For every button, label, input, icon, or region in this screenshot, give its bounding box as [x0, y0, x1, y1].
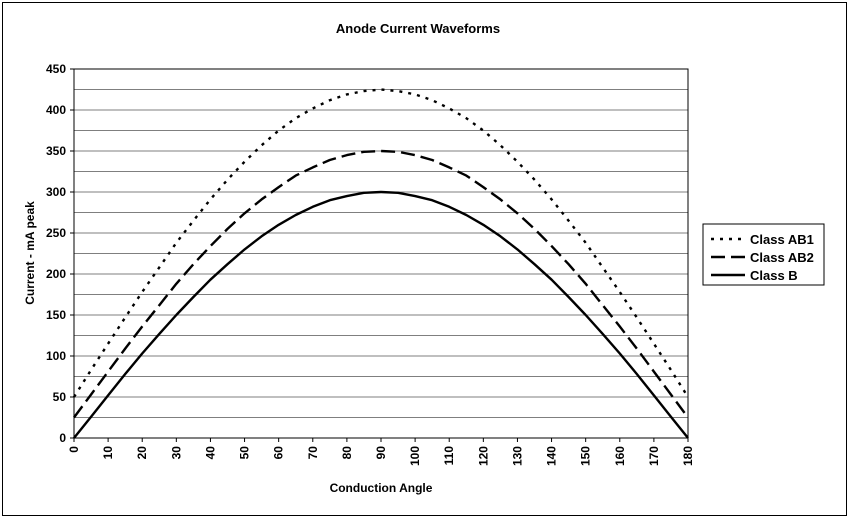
x-tick-label: 60 [272, 446, 286, 460]
chart-title: Anode Current Waveforms [336, 21, 500, 36]
y-tick-label: 0 [59, 431, 66, 445]
y-axis-label: Current - mA peak [23, 201, 37, 305]
y-tick-label: 450 [46, 62, 66, 76]
y-tick-label: 400 [46, 103, 66, 117]
y-tick-label: 300 [46, 185, 66, 199]
legend-label: Class B [750, 268, 798, 283]
x-tick-label: 0 [67, 446, 81, 453]
x-tick-label: 10 [101, 446, 115, 460]
x-tick-label: 120 [476, 446, 490, 466]
series-line-class-ab2 [73, 149, 689, 419]
legend-label: Class AB2 [750, 250, 814, 265]
y-tick-label: 200 [46, 267, 66, 281]
x-tick-label: 20 [135, 446, 149, 460]
x-tick-label: 180 [681, 446, 695, 466]
x-tick-label: 130 [510, 446, 524, 466]
x-axis-label: Conduction Angle [330, 481, 433, 495]
x-tick-label: 70 [306, 446, 320, 460]
legend: Class AB1 Class AB2 Class B [702, 223, 825, 286]
x-tick-label: 90 [374, 446, 388, 460]
x-tick-label: 50 [238, 446, 252, 460]
y-tick-label: 350 [46, 144, 66, 158]
y-tick-label: 250 [46, 226, 66, 240]
y-tick-label: 150 [46, 308, 66, 322]
y-axis: 0 50 100 150 200 250 300 350 400 450 [46, 62, 74, 445]
y-tick-label: 100 [46, 349, 66, 363]
x-tick-label: 100 [408, 446, 422, 466]
x-tick-label: 170 [647, 446, 661, 466]
series-line-class-b [73, 190, 689, 439]
x-tick-label: 80 [340, 446, 354, 460]
x-tick-label: 140 [545, 446, 559, 466]
series-lines [72, 88, 690, 439]
x-tick-label: 40 [203, 446, 217, 460]
legend-label: Class AB1 [750, 232, 814, 247]
x-tick-label: 30 [169, 446, 183, 460]
x-axis: 0 10 20 30 40 50 60 70 80 90 100 110 120 130 140 150 160… [67, 438, 695, 466]
x-tick-label: 160 [613, 446, 627, 466]
series-line-class-ab1 [72, 88, 690, 398]
x-tick-label: 110 [442, 446, 456, 466]
x-tick-label: 150 [579, 446, 593, 466]
y-tick-label: 50 [53, 390, 67, 404]
